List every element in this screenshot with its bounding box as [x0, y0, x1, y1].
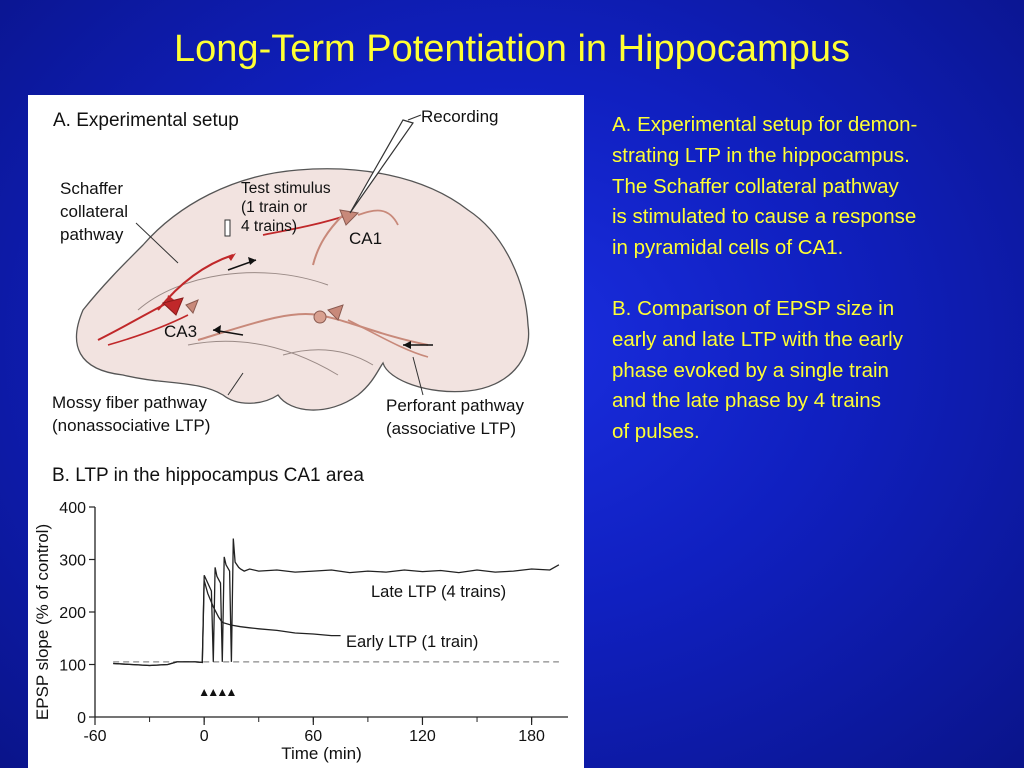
description-a: A. Experimental setup for demon- stratin… — [612, 113, 918, 260]
description-text: A. Experimental setup for demon- stratin… — [612, 110, 1012, 478]
test-stimulus-label-2: (1 train or — [241, 199, 307, 216]
stimulus-marker — [200, 689, 208, 696]
x-tick-label: 120 — [409, 728, 436, 745]
stimulus-marker — [218, 689, 226, 696]
test-stimulus-label-1: Test stimulus — [241, 180, 331, 197]
late-ltp-line — [113, 538, 560, 667]
early-ltp-line — [113, 580, 341, 667]
x-tick-label: 60 — [304, 728, 322, 745]
early-ltp-label: Early LTP (1 train) — [346, 633, 478, 651]
perforant-label-1: Perforant pathway — [386, 396, 524, 415]
stimulus-marker — [227, 689, 235, 696]
recording-label: Recording — [421, 107, 499, 126]
slide-title: Long-Term Potentiation in Hippocampus — [174, 28, 850, 70]
schaffer-label-3: pathway — [60, 225, 124, 244]
x-axis-label: Time (min) — [281, 744, 362, 763]
ca1-label: CA1 — [349, 229, 382, 248]
stimulus-marker — [209, 689, 217, 696]
schaffer-label-1: Schaffer — [60, 179, 123, 198]
mossy-label-1: Mossy fiber pathway — [52, 393, 207, 412]
brain-outline — [75, 168, 530, 411]
y-tick-label: 300 — [59, 553, 86, 570]
description-b: B. Comparison of EPSP size in early and … — [612, 296, 903, 444]
schaffer-label-2: collateral — [60, 202, 128, 221]
x-tick-label: -60 — [83, 728, 106, 745]
panel-b-heading: B. LTP in the hippocampus CA1 area — [52, 465, 364, 486]
y-tick-label: 0 — [77, 710, 86, 727]
y-tick-label: 200 — [59, 605, 86, 622]
ca1-cell — [339, 209, 360, 226]
y-tick-label: 400 — [59, 500, 86, 517]
panel-a-heading: A. Experimental setup — [53, 110, 239, 131]
figure-panel: A. Experimental setup Recording Schaffer… — [28, 95, 584, 768]
perforant-label-2: (associative LTP) — [386, 419, 516, 438]
hippocampus-diagram — [75, 114, 530, 411]
recording-electrode — [349, 119, 414, 214]
y-axis-label: EPSP slope (% of control) — [33, 524, 52, 720]
ca3-cell — [161, 297, 184, 316]
figure-svg: A. Experimental setup Recording Schaffer… — [33, 107, 568, 763]
test-stimulus-label-3: 4 trains) — [241, 218, 297, 235]
x-tick-label: 180 — [518, 728, 545, 745]
x-tick-label: 0 — [200, 728, 209, 745]
late-ltp-label: Late LTP (4 trains) — [371, 583, 506, 601]
mossy-label-2: (nonassociative LTP) — [52, 416, 210, 435]
ca3-label: CA3 — [164, 322, 197, 341]
y-tick-label: 100 — [59, 658, 86, 675]
